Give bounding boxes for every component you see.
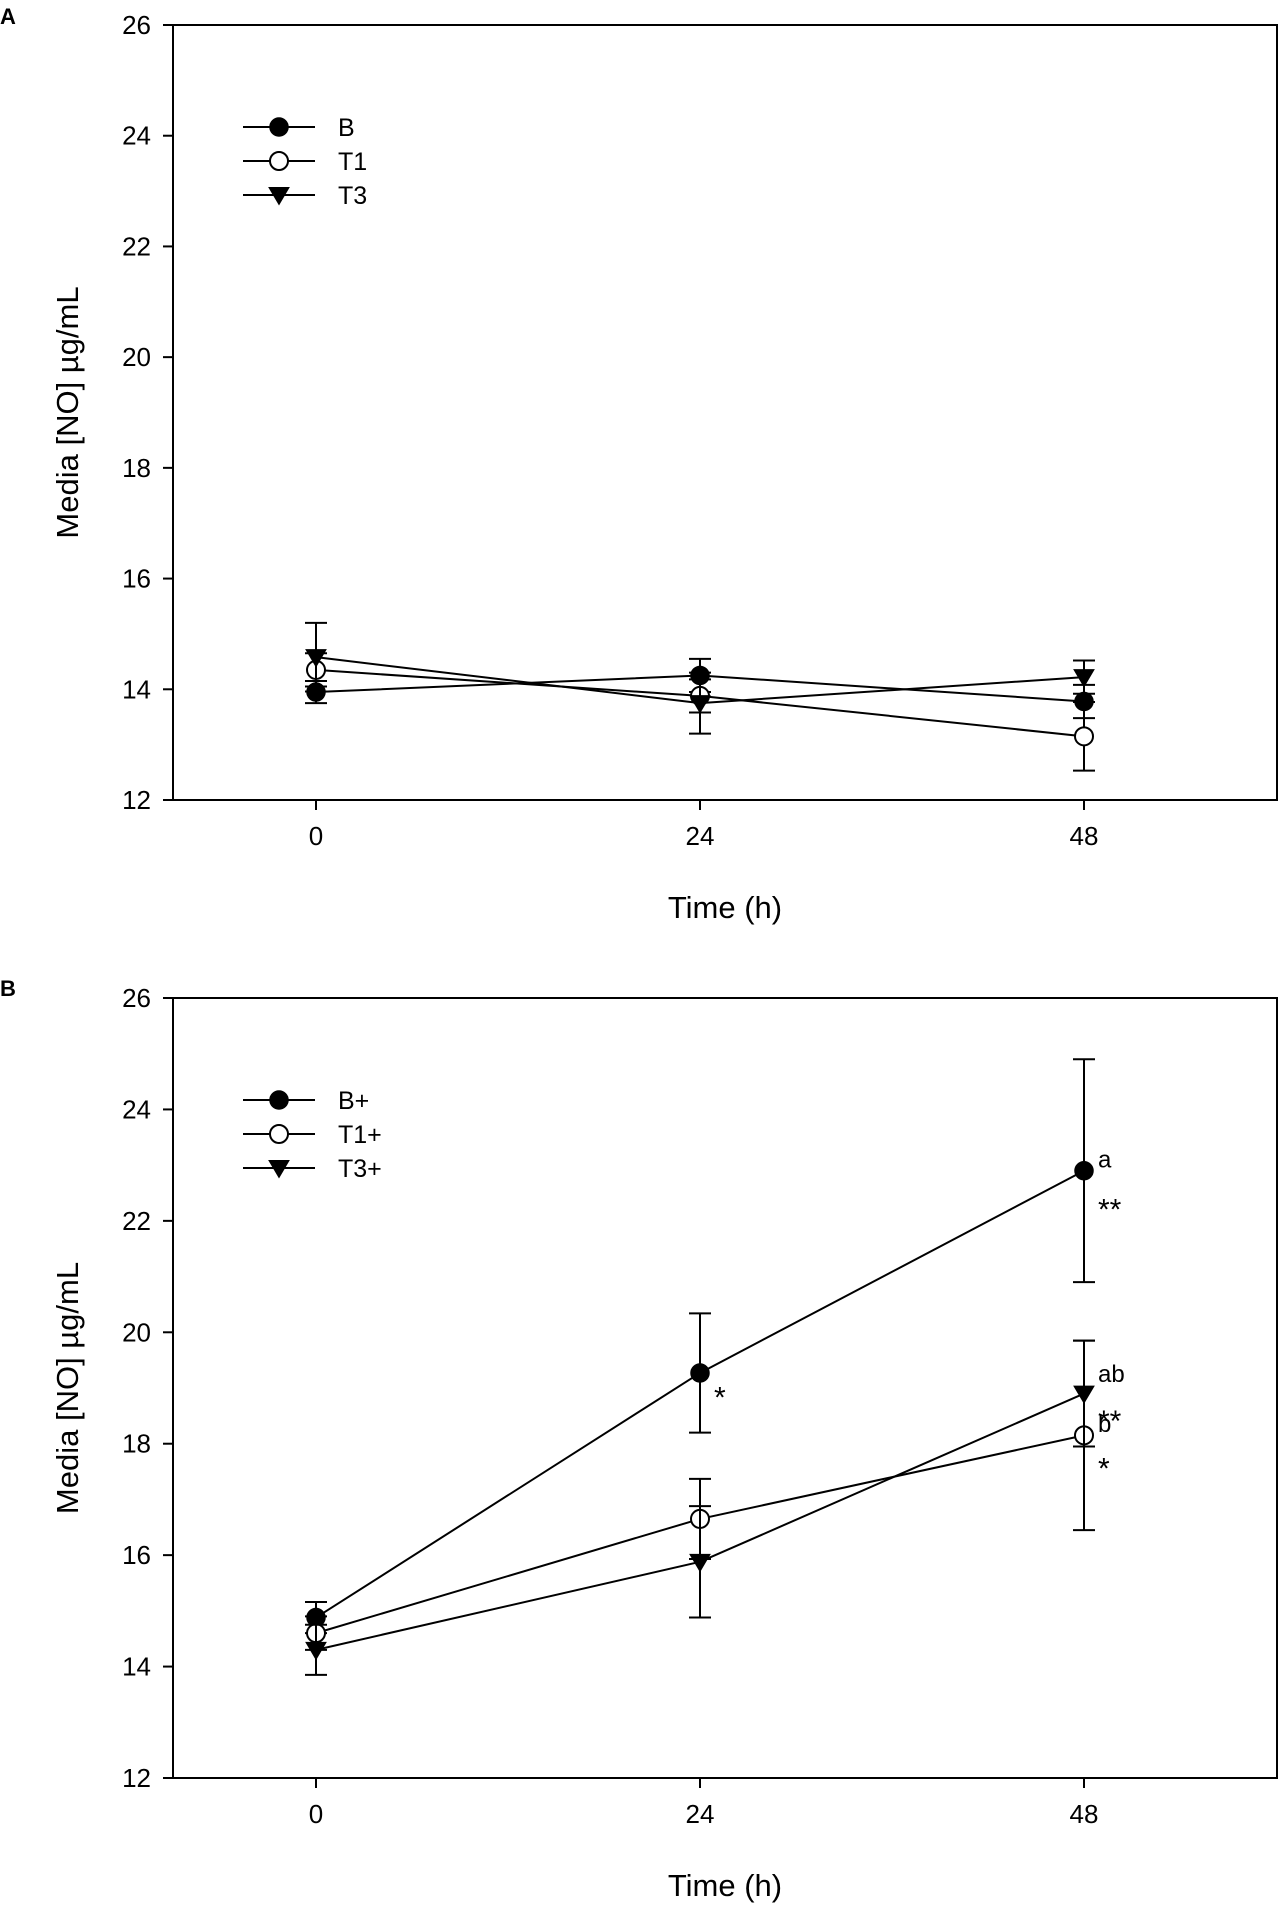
significance-annotation: ** xyxy=(1098,1193,1122,1226)
legend-label: T3 xyxy=(338,182,367,210)
legend-marker xyxy=(268,1160,290,1179)
legend-marker xyxy=(269,1124,289,1144)
data-point xyxy=(689,695,711,714)
legend: B T1 T3 xyxy=(243,114,367,210)
plot-frame xyxy=(172,24,1278,801)
y-tick-label: 24 xyxy=(122,121,151,151)
significance-annotation: * xyxy=(1098,1452,1110,1485)
panel-letter: A xyxy=(0,4,16,29)
y-tick-label: 20 xyxy=(122,1317,151,1347)
x-tick-label: 48 xyxy=(1070,821,1099,851)
y-tick-label: 12 xyxy=(122,1763,151,1793)
y-tick-label: 20 xyxy=(122,342,151,372)
legend-marker xyxy=(269,117,289,137)
legend-label: T3+ xyxy=(338,1155,382,1183)
chart-panel-b: B 12 14 16 18 20 22 24 26 0 24 48 Time (h) Media [NO]… xyxy=(0,976,1278,1903)
series-t3-plus xyxy=(305,1339,1095,1676)
data-point xyxy=(1073,669,1095,688)
x-axis-title: Time (h) xyxy=(668,1868,782,1903)
series-t3 xyxy=(305,621,1095,735)
legend-label: B xyxy=(338,114,355,142)
significance-annotation: ab xyxy=(1098,1361,1125,1388)
y-tick-label: 14 xyxy=(122,674,151,704)
y-tick-label: 16 xyxy=(122,1540,151,1570)
data-point xyxy=(305,1641,327,1661)
y-tick-label: 22 xyxy=(122,1206,151,1236)
y-tick-label: 26 xyxy=(122,983,151,1013)
y-tick-label: 12 xyxy=(122,785,151,815)
legend-marker xyxy=(268,187,290,206)
data-point xyxy=(1073,1385,1095,1405)
x-tick-label: 0 xyxy=(309,821,323,851)
chart-panel-a: A 12 14 16 18 20 22 24 26 0 24 48 Time (h) Media [NO]… xyxy=(0,4,1278,925)
significance-annotation: b xyxy=(1098,1411,1111,1438)
y-axis-title: Media [NO] µg/mL xyxy=(50,1262,85,1514)
y-tick-label: 16 xyxy=(122,564,151,594)
y-tick-label: 24 xyxy=(122,1094,151,1124)
legend-marker xyxy=(269,1090,289,1110)
y-tick-label: 26 xyxy=(122,10,151,40)
y-tick-label: 14 xyxy=(122,1652,151,1682)
data-point xyxy=(1074,1160,1094,1181)
data-point xyxy=(689,1553,711,1573)
x-axis-title: Time (h) xyxy=(668,890,782,925)
y-tick-label: 18 xyxy=(122,453,151,483)
legend: B+ T1+ T3+ xyxy=(243,1087,382,1183)
x-tick-label: 24 xyxy=(686,1799,715,1829)
x-tick-label: 24 xyxy=(686,821,715,851)
legend-label: T1+ xyxy=(338,1121,382,1149)
panel-letter: B xyxy=(0,976,16,1001)
significance-annotation: * xyxy=(714,1382,726,1415)
x-tick-label: 48 xyxy=(1070,1799,1099,1829)
data-point xyxy=(305,649,327,668)
y-tick-label: 22 xyxy=(122,231,151,261)
significance-annotation: a xyxy=(1098,1147,1112,1174)
plot-frame xyxy=(172,997,1278,1779)
x-tick-label: 0 xyxy=(309,1799,323,1829)
data-point xyxy=(1074,726,1094,747)
y-axis-title: Media [NO] µg/mL xyxy=(50,286,85,538)
significance-annotation: ** xyxy=(1098,1405,1122,1438)
legend-label: B+ xyxy=(338,1087,369,1115)
legend-label: T1 xyxy=(338,148,367,176)
y-tick-label: 18 xyxy=(122,1429,151,1459)
data-point xyxy=(690,1363,710,1383)
legend-marker xyxy=(269,151,289,171)
